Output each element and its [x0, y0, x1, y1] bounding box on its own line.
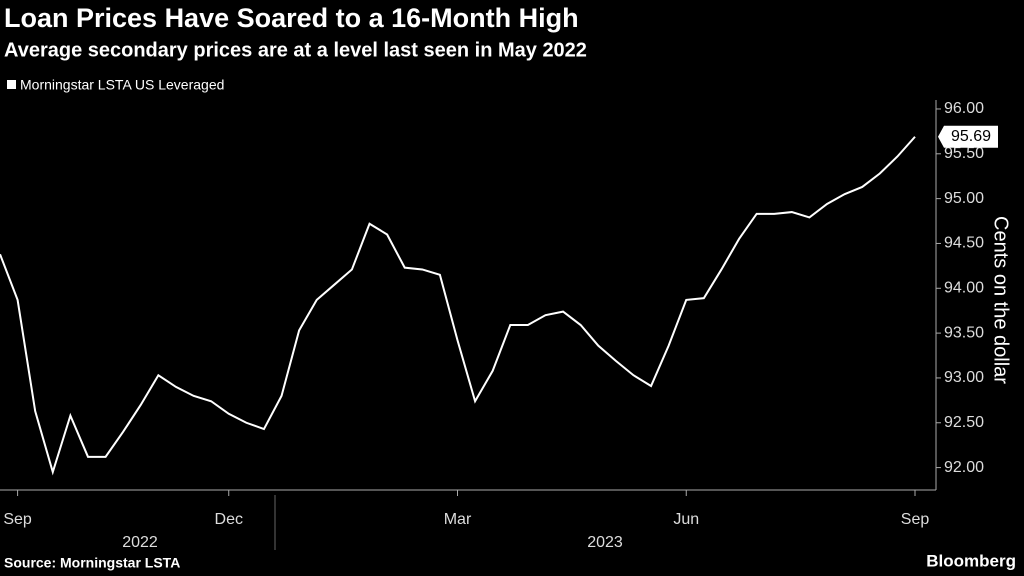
- x-tick-label: Sep: [3, 511, 32, 528]
- y-tick-label: 95.00: [944, 190, 984, 207]
- y-tick-label: 96.00: [944, 100, 984, 117]
- x-tick-label: Mar: [444, 511, 472, 528]
- year-label: 2022: [122, 534, 158, 551]
- chart-subtitle: Average secondary prices are at a level …: [4, 39, 587, 61]
- y-tick-label: 93.00: [944, 369, 984, 386]
- y-tick-label: 94.00: [944, 279, 984, 296]
- x-tick-label: Dec: [215, 511, 243, 528]
- last-value-label: 95.69: [951, 128, 991, 145]
- y-tick-label: 94.50: [944, 235, 984, 252]
- source: Source: Morningstar LSTA: [4, 555, 180, 571]
- brand: Bloomberg: [926, 551, 1016, 570]
- chart-title: Loan Prices Have Soared to a 16-Month Hi…: [4, 3, 579, 33]
- last-value-box: [938, 125, 998, 148]
- y-tick-label: 92.50: [944, 414, 984, 431]
- year-label: 2023: [587, 534, 623, 551]
- legend-label: Morningstar LSTA US Leveraged: [20, 77, 224, 93]
- data-line: [0, 136, 916, 476]
- y-tick-label: 92.00: [944, 459, 984, 476]
- y-tick-label: 93.50: [944, 324, 984, 341]
- x-tick-label: Jun: [673, 511, 699, 528]
- y-tick-label: 95.50: [944, 145, 984, 162]
- legend-swatch: [7, 80, 16, 89]
- y-axis-label: Cents on the dollar: [990, 216, 1012, 384]
- x-tick-label: Sep: [901, 511, 930, 528]
